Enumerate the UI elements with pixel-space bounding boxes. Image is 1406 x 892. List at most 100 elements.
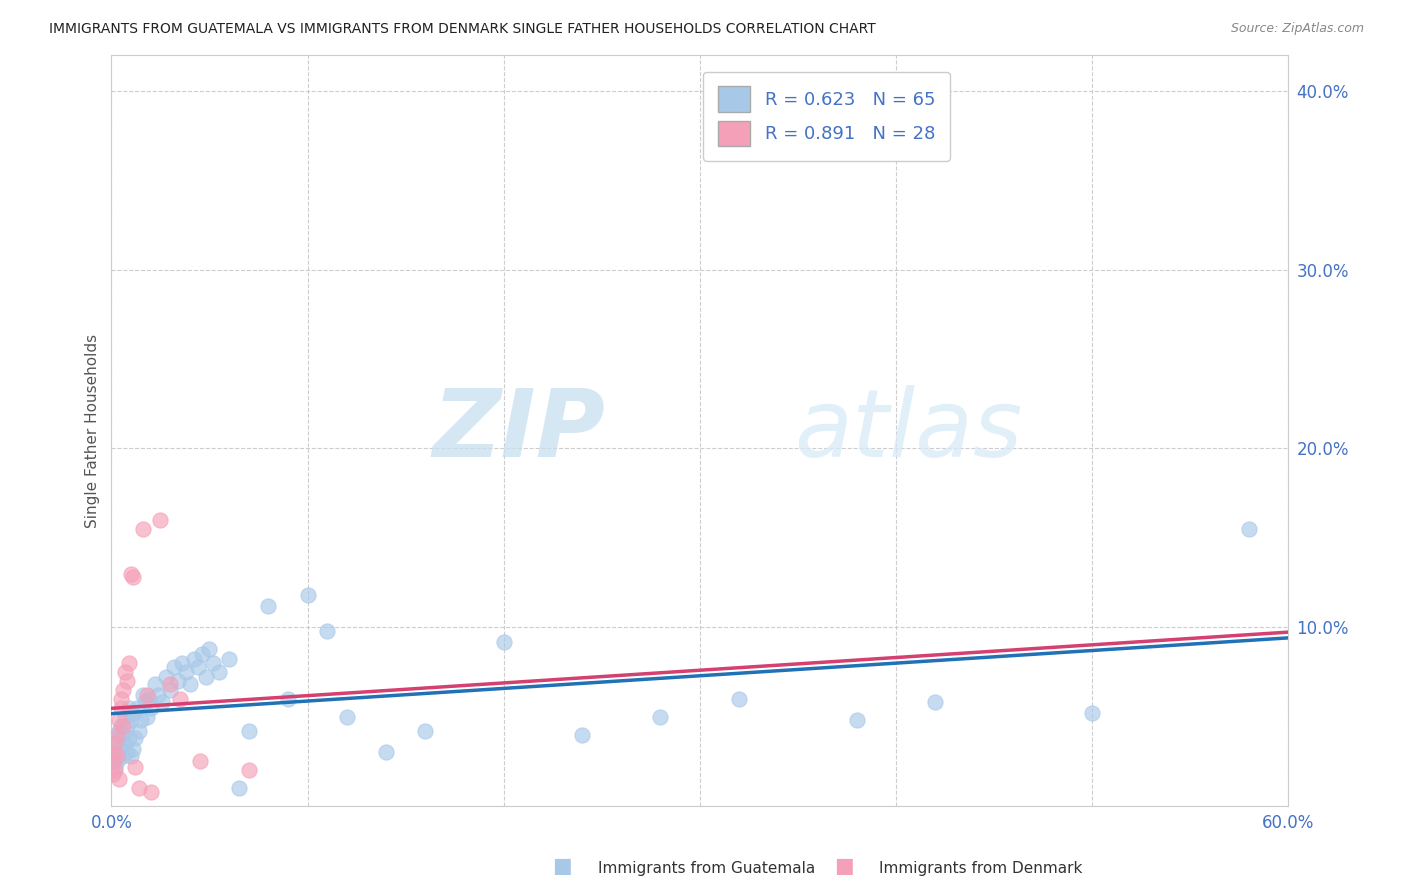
Point: [143, 677, 166, 691]
Point: [104, 737, 127, 751]
Text: Source: ZipAtlas.com: Source: ZipAtlas.com: [1230, 22, 1364, 36]
Point: [108, 723, 131, 738]
Point: [238, 723, 260, 738]
Point: [120, 713, 142, 727]
Point: [152, 695, 174, 709]
Point: [728, 691, 751, 706]
Point: [110, 691, 132, 706]
Point: [169, 691, 191, 706]
Point: [1081, 706, 1104, 720]
Point: [118, 656, 141, 670]
Text: atlas: atlas: [794, 385, 1022, 476]
Point: [159, 677, 181, 691]
Point: [132, 522, 155, 536]
Point: [104, 737, 127, 751]
Point: [118, 700, 141, 714]
Point: [115, 673, 138, 688]
Point: [104, 760, 127, 774]
Point: [316, 624, 339, 638]
Point: [228, 781, 250, 796]
Point: [571, 727, 593, 741]
Point: [202, 656, 225, 670]
Point: [924, 695, 946, 709]
Point: [112, 727, 135, 741]
Point: [108, 731, 131, 745]
Point: [128, 723, 150, 738]
Point: [170, 656, 193, 670]
Point: [218, 652, 240, 666]
Text: ZIP: ZIP: [433, 384, 606, 476]
Point: [190, 647, 212, 661]
Point: [492, 634, 515, 648]
Point: [108, 772, 131, 787]
Point: [105, 749, 128, 764]
Point: [336, 709, 359, 723]
Point: [103, 755, 125, 769]
Point: [139, 785, 162, 799]
Point: [138, 691, 160, 706]
Point: [132, 688, 155, 702]
Point: [208, 665, 231, 679]
Point: [104, 764, 127, 778]
Point: [188, 755, 211, 769]
Point: [114, 709, 136, 723]
Point: [112, 749, 135, 764]
Point: [257, 599, 280, 613]
Point: [845, 713, 868, 727]
Point: [122, 742, 145, 756]
Point: [105, 746, 128, 760]
Point: [163, 659, 186, 673]
Point: [122, 570, 145, 584]
Point: [374, 746, 396, 760]
Point: [105, 755, 128, 769]
Point: [187, 659, 209, 673]
Point: [120, 566, 142, 581]
Point: [103, 767, 125, 781]
Point: [139, 700, 162, 714]
Text: ■: ■: [834, 856, 853, 876]
Point: [413, 723, 436, 738]
Point: [110, 742, 132, 756]
Point: [112, 682, 135, 697]
Point: [118, 731, 141, 745]
Point: [174, 665, 197, 679]
Point: [149, 513, 172, 527]
Point: [198, 641, 221, 656]
Point: [135, 688, 157, 702]
Text: ■: ■: [553, 856, 572, 876]
Point: [103, 746, 125, 760]
Point: [155, 670, 177, 684]
Point: [124, 760, 146, 774]
Point: [103, 749, 125, 764]
Point: [167, 673, 190, 688]
Point: [110, 718, 132, 732]
Point: [277, 691, 299, 706]
Point: [297, 588, 319, 602]
Point: [110, 700, 132, 714]
Point: [650, 709, 672, 723]
Text: Immigrants from Guatemala: Immigrants from Guatemala: [598, 861, 815, 876]
Point: [114, 665, 136, 679]
Point: [134, 695, 156, 709]
Point: [120, 749, 142, 764]
Point: [179, 677, 201, 691]
Point: [115, 718, 138, 732]
Point: [115, 746, 138, 760]
Text: Immigrants from Denmark: Immigrants from Denmark: [879, 861, 1083, 876]
Legend: R = 0.623   N = 65, R = 0.891   N = 28: R = 0.623 N = 65, R = 0.891 N = 28: [703, 71, 949, 161]
Point: [114, 737, 136, 751]
Point: [238, 764, 260, 778]
Point: [112, 718, 135, 732]
Point: [125, 700, 148, 714]
Point: [135, 709, 157, 723]
Point: [108, 713, 131, 727]
Text: IMMIGRANTS FROM GUATEMALA VS IMMIGRANTS FROM DENMARK SINGLE FATHER HOUSEHOLDS CO: IMMIGRANTS FROM GUATEMALA VS IMMIGRANTS …: [49, 22, 876, 37]
Point: [183, 652, 205, 666]
Point: [129, 713, 152, 727]
Point: [1237, 522, 1260, 536]
Point: [105, 727, 128, 741]
Point: [148, 688, 170, 702]
Point: [124, 731, 146, 745]
Point: [122, 706, 145, 720]
Point: [159, 682, 181, 697]
